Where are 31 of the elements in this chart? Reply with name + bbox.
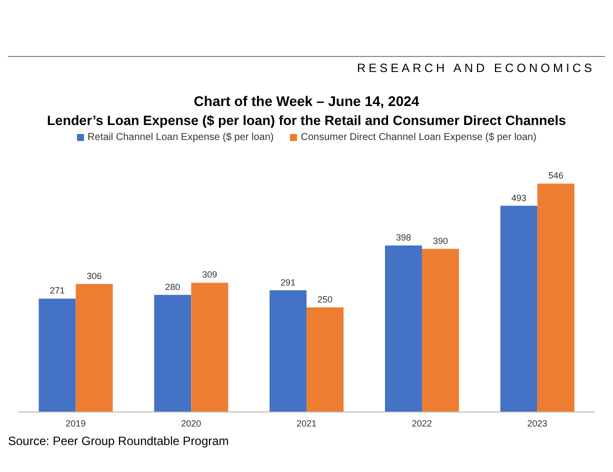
- bar: [191, 282, 228, 412]
- bar: [306, 307, 344, 412]
- data-label: 271: [50, 286, 65, 296]
- bar: [422, 248, 459, 412]
- data-label: 306: [86, 270, 102, 281]
- data-label: 390: [432, 236, 448, 246]
- chart-subtitle: Lender’s Loan Expense ($ per loan) for the Retail and Consumer Direct Channels: [46, 113, 568, 128]
- x-tick-label: 2023: [527, 418, 548, 428]
- bar: [500, 206, 538, 412]
- bar: [270, 290, 307, 412]
- bar: [384, 246, 422, 412]
- bar: [154, 294, 192, 412]
- data-label: 291: [280, 277, 296, 288]
- data-label: 250: [318, 294, 333, 304]
- data-label: 493: [511, 192, 526, 203]
- bar: [537, 184, 574, 412]
- source-note: Source: Peer Group Roundtable Program: [8, 434, 230, 448]
- data-label: 398: [396, 232, 411, 243]
- legend-label: Retail Channel Loan Expense ($ per loan): [86, 132, 274, 143]
- bar: [76, 284, 113, 412]
- legend-label: Consumer Direct Channel Loan Expense ($ per loan): [300, 132, 536, 143]
- x-tick-label: 2021: [296, 418, 317, 428]
- x-tick-label: 2020: [181, 418, 202, 428]
- x-tick-label: 2019: [66, 418, 86, 428]
- x-tick-label: 2022: [412, 418, 432, 428]
- chart-title: Chart of the Week – June 14, 2024: [192, 93, 420, 109]
- text: RESEARCH AND ECONOMICS: [8, 56, 605, 75]
- bar: [38, 298, 76, 412]
- data-label: 280: [165, 282, 180, 292]
- data-label: 546: [548, 170, 564, 181]
- data-label: 309: [202, 270, 218, 280]
